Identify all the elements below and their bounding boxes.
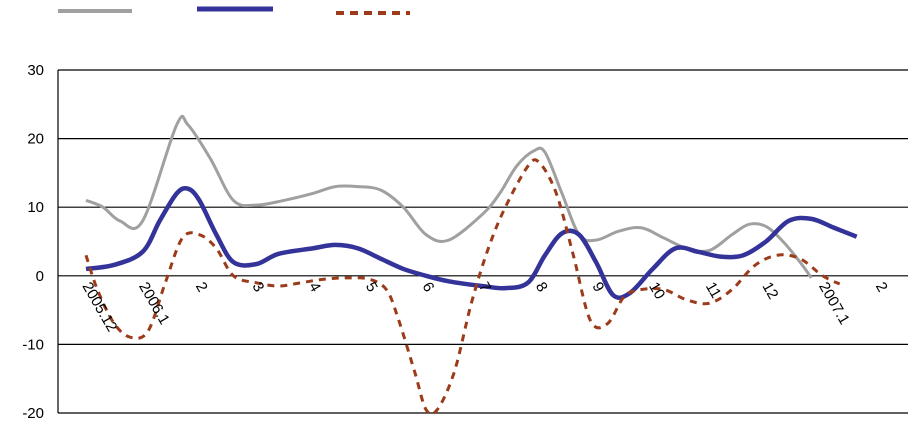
y-axis: 30 20 10 0 -10 -20 <box>22 62 59 422</box>
x-tick-label: 3 <box>249 279 268 295</box>
x-tick-label: 2006.1 <box>135 279 173 327</box>
x-tick-label: 6 <box>419 279 438 295</box>
x-tick-label: 5 <box>362 279 381 295</box>
y-tick-label: 10 <box>27 199 44 216</box>
y-tick-label: 0 <box>36 268 44 285</box>
y-tick-label: -10 <box>22 336 44 353</box>
x-tick-label: 2007.1 <box>815 279 853 327</box>
x-tick-label: 2 <box>872 279 891 295</box>
y-tick-label: 20 <box>27 131 44 148</box>
series-line-1 <box>85 114 813 279</box>
series-line-3 <box>84 158 841 416</box>
x-tick-label: 8 <box>532 279 551 295</box>
x-tick-label: 11 <box>702 279 725 301</box>
x-tick-label: 2 <box>192 279 211 295</box>
x-axis-labels: 2005.12 2006.1 2 3 4 5 6 7 8 9 10 11 12 2007.1 2 <box>79 279 891 334</box>
series-line-2 <box>85 185 858 300</box>
x-tick-label: 7 <box>475 279 494 295</box>
legend <box>58 6 410 15</box>
gridlines <box>58 69 908 414</box>
x-tick-label: 12 <box>759 279 782 302</box>
y-tick-label: -20 <box>22 405 44 422</box>
series-lines <box>84 114 858 416</box>
y-tick-label: 30 <box>27 62 44 79</box>
x-tick-label: 2005.12 <box>79 279 121 334</box>
x-tick-label: 10 <box>645 279 668 302</box>
x-tick-label: 9 <box>589 279 608 295</box>
